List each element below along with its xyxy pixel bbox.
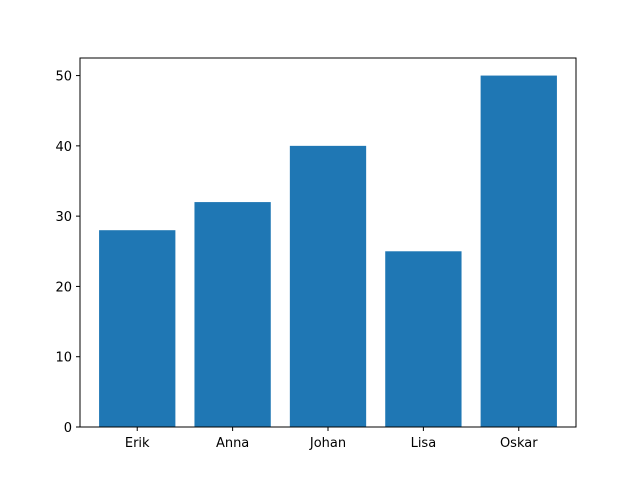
- bar-johan: [289, 145, 367, 427]
- x-tick-label: Johan: [309, 436, 346, 451]
- y-tick-label: 10: [55, 351, 72, 366]
- y-tick-label: 30: [55, 210, 72, 225]
- x-tick-label: Erik: [125, 436, 150, 451]
- bar-lisa: [385, 251, 462, 427]
- x-tick-label: Oskar: [500, 436, 538, 451]
- bar-oskar: [480, 75, 557, 428]
- y-tick-label: 40: [55, 140, 72, 155]
- x-tick-label: Anna: [216, 436, 249, 451]
- y-tick-label: 0: [64, 421, 72, 436]
- bar-anna: [194, 202, 271, 427]
- x-tick-label: Lisa: [411, 436, 437, 451]
- bar-erik: [99, 230, 176, 427]
- plot-area-frame: [79, 57, 577, 428]
- y-tick-label: 50: [55, 70, 72, 85]
- axes-layer: Erik Anna Johan Lisa Oskar 0 10 20 30 40 50: [55, 70, 538, 451]
- bars-layer: [99, 75, 557, 428]
- y-tick-label: 20: [55, 280, 72, 295]
